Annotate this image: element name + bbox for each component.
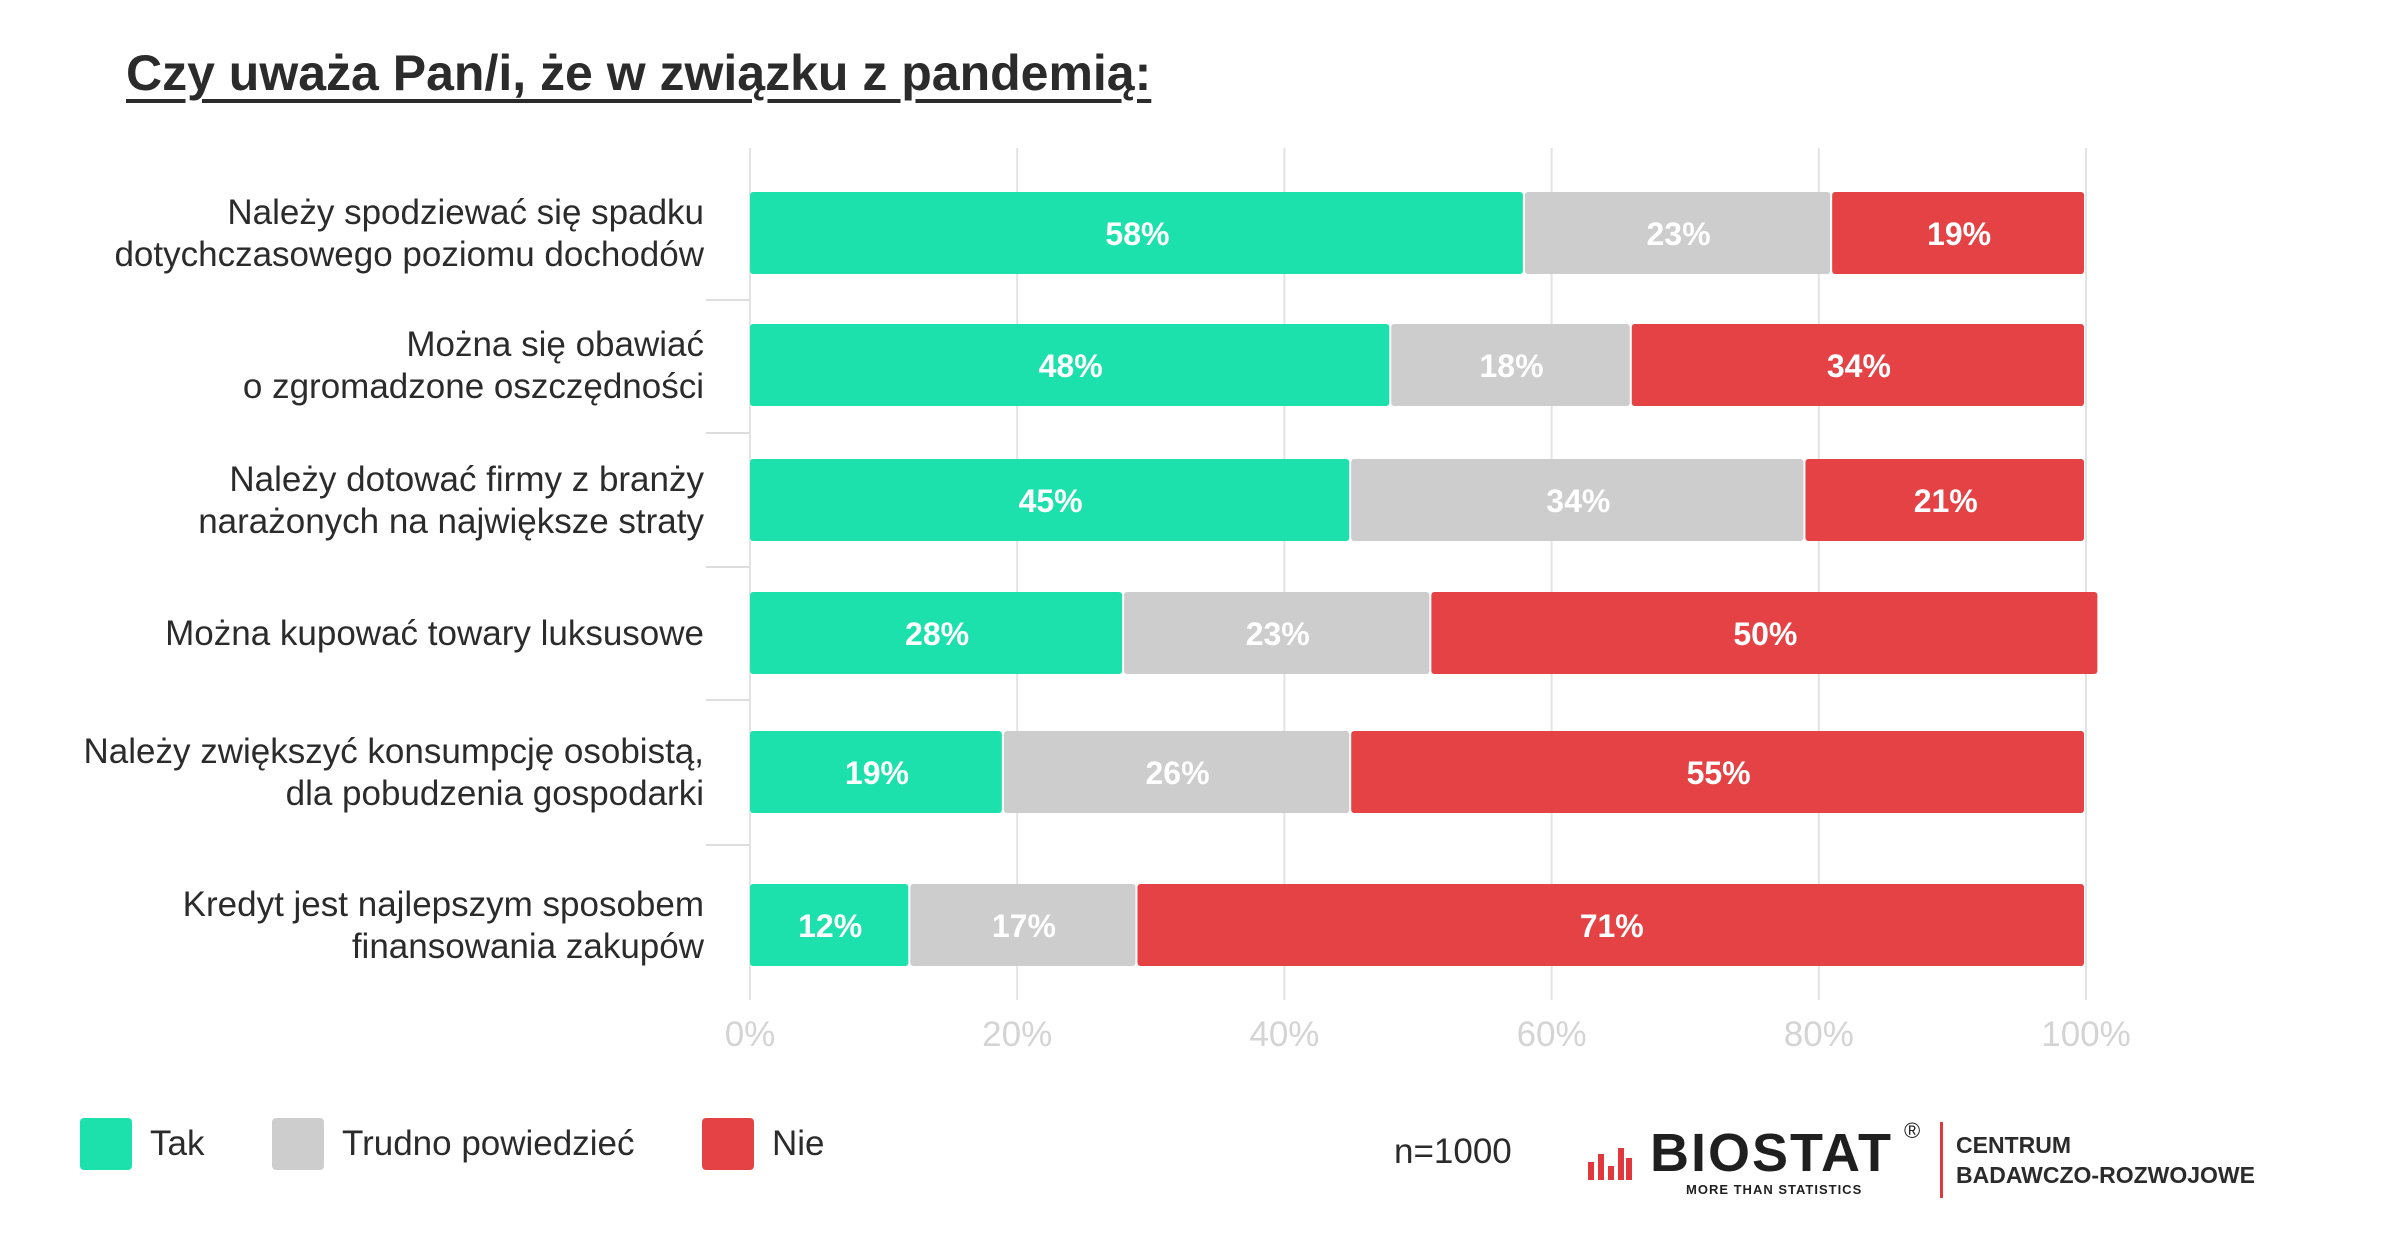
bar-value-label: 12% [798,908,862,944]
bar-value-label: 28% [905,616,969,652]
bar-value-label: 23% [1246,616,1310,652]
logo-center-line1: CENTRUM [1956,1132,2071,1158]
bar-segment [1832,192,2084,274]
logo-center-line2: BADAWCZO-ROZWOJOWE [1956,1162,2255,1188]
category-labels: Należy spodziewać się spadku dotychczasow… [83,193,704,966]
bar-segment [1351,731,2084,813]
logo-bars-icon [1588,1148,1632,1180]
category-label: Można się obawiać o zgromadzone oszczędno… [243,325,704,406]
biostat-logo: BIOSTAT ® MORE THAN STATISTICS CENTRUM B… [1588,1118,2255,1202]
x-tick-label: 20% [982,1015,1052,1054]
legend-label: Tak [150,1124,205,1163]
category-label-line: dotychczasowego poziomu dochodów [114,235,704,274]
x-tick-label: 0% [725,1015,776,1054]
x-axis-tick-labels: 0% 20% 40% 60% 80% 100% [725,1015,2131,1054]
bar-value-label: 58% [1105,216,1169,252]
x-tick-label: 60% [1517,1015,1587,1054]
x-tick-label: 80% [1784,1015,1854,1054]
bar-segment [1431,592,2098,674]
bar-value-label: 23% [1646,216,1710,252]
bar-value-label: 45% [1019,483,1083,519]
logo-tagline: MORE THAN STATISTICS [1686,1182,1863,1197]
bar-value-label: 17% [992,908,1056,944]
category-label-line: dla pobudzenia gospodarki [286,774,704,813]
bar-value-label: 55% [1687,755,1751,791]
legend-swatch [272,1118,324,1170]
bar-segment [750,884,909,966]
bar-segment [1137,884,2084,966]
x-tick-label: 100% [2041,1015,2131,1054]
legend-swatch [702,1118,754,1170]
x-tick-label: 40% [1249,1015,1319,1054]
category-label: Można kupować towary luksusowe [165,614,704,653]
category-label: Należy zwiększyć konsumpcję osobistą, dla… [83,732,704,813]
legend-item: Tak [80,1118,204,1170]
bar-segment [1391,324,1630,406]
legend-label: Trudno powiedzieć [342,1124,635,1163]
bar-value-label: 19% [845,755,909,791]
category-label-line: Należy zwiększyć konsumpcję osobistą, [83,732,704,771]
bar-value-label: 48% [1039,348,1103,384]
bar-segment [1003,731,1350,813]
bar-value-label: 34% [1546,483,1610,519]
legend-swatch [80,1118,132,1170]
category-label: Kredyt jest najlepszym sposobem finansowa… [183,885,705,966]
bar-value-label: 21% [1914,483,1978,519]
bar-value-label: 50% [1733,616,1797,652]
bar-value-label: 71% [1580,908,1644,944]
bar-segment [750,592,1123,674]
category-label-line: Kredyt jest najlepszym sposobem [183,885,704,924]
grid-lines [706,148,2087,1000]
bar-value-label: 18% [1479,348,1543,384]
logo-separator [1940,1122,1943,1198]
category-label: Należy dotować firmy z branży narażonych … [198,460,704,541]
category-label-line: Należy spodziewać się spadku [227,193,704,232]
legend-item: Nie [702,1118,825,1170]
bar-segment [750,192,1523,274]
sample-size: n=1000 [1394,1132,1512,1171]
category-label-line: finansowania zakupów [352,927,705,966]
stacked-bar-chart: 58% 23% 19% 48% 18% 34% 45% 34% 21% 28% 23% 50% 19% 2… [83,148,2131,1054]
bar-segment [910,884,1136,966]
chart-title: Czy uważa Pan/i, że w związku z pandemią… [126,45,1152,101]
legend-label: Nie [772,1124,825,1163]
bar-segment [1524,192,1831,274]
bar-segment [750,459,1350,541]
bar-segment [750,324,1390,406]
bar-value-label: 26% [1145,755,1209,791]
category-label: Należy spodziewać się spadku dotychczasow… [114,193,704,274]
bar-segment [750,731,1002,813]
bar-segment [1805,459,2084,541]
bar-segment [1351,459,1804,541]
bars: 58% 23% 19% 48% 18% 34% 45% 34% 21% 28% 23% 50% 19% 2… [750,192,2098,966]
bar-segment [1124,592,1430,674]
category-label-line: o zgromadzone oszczędności [243,367,704,406]
bar-segment [1631,324,2084,406]
category-label-line: narażonych na największe straty [198,502,704,541]
logo-registered-mark: ® [1904,1118,1921,1143]
category-label-line: Należy dotować firmy z branży [229,460,704,499]
category-label-line: Można kupować towary luksusowe [165,614,704,653]
category-label-line: Można się obawiać [406,325,704,364]
bar-value-label: 34% [1827,348,1891,384]
bar-value-label: 19% [1927,216,1991,252]
legend-item: Trudno powiedzieć [272,1118,634,1170]
logo-wordmark: BIOSTAT [1650,1123,1893,1183]
